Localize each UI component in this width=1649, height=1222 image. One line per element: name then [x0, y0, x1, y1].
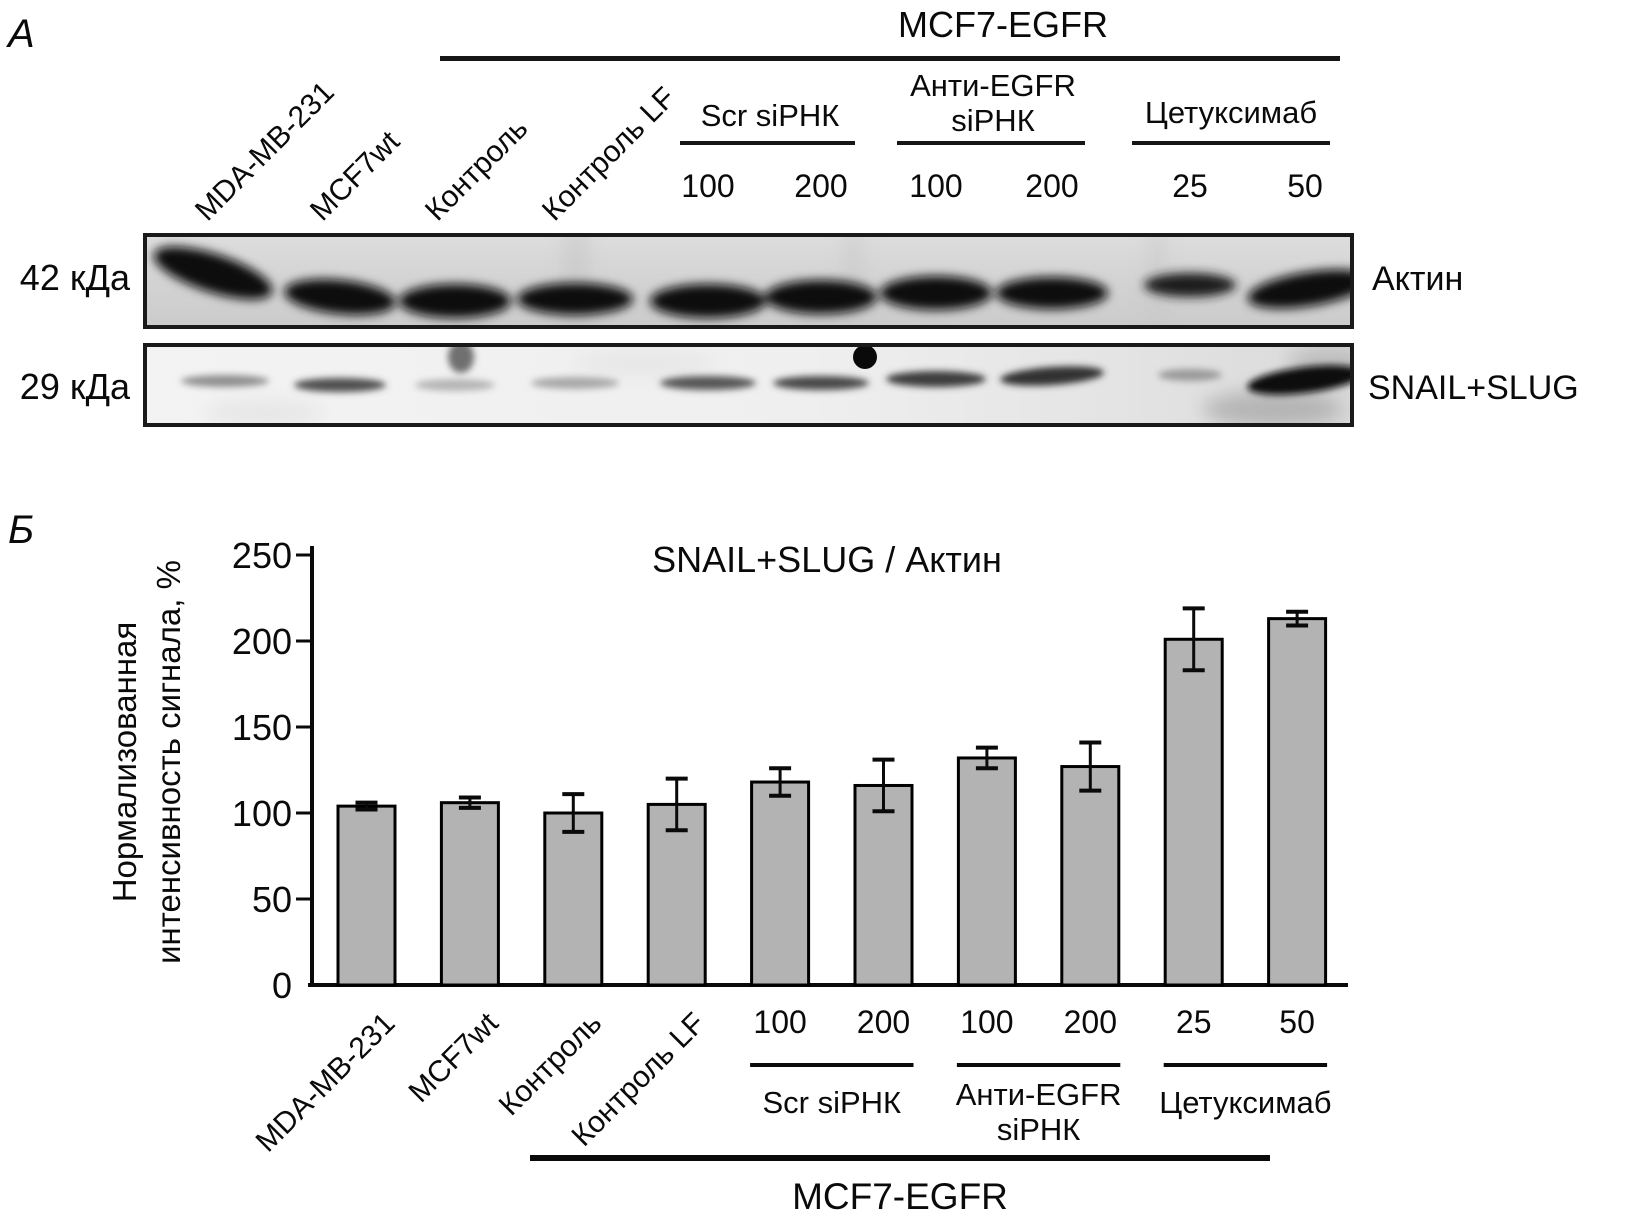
- mcf7-egfr-top-underline: [440, 56, 1340, 61]
- protein-label-actin: Актин: [1372, 260, 1464, 298]
- actin-band-lane-8: [996, 277, 1108, 309]
- dose-cetuximab-50: 50: [1287, 168, 1323, 204]
- blot-texture: [563, 233, 1166, 329]
- marker-29kda: 29 кДа: [19, 366, 130, 407]
- lane-label-control: Контроль: [418, 111, 535, 228]
- dose-scr-200: 200: [794, 168, 848, 204]
- actin-band-lane-5: [650, 284, 766, 318]
- y-tick-label: 200: [232, 621, 292, 662]
- group-label-anti-egfr-line1: Анти-EGFR: [910, 68, 1076, 103]
- group-underline-anti-egfr: [897, 141, 1085, 145]
- snail-band-lane-9: [1158, 369, 1222, 381]
- marker-42kda: 42 кДа: [19, 257, 130, 298]
- group-label-cetuximab: Цетуксимаб: [1144, 95, 1318, 130]
- snail-slug-blot-image: [143, 343, 1354, 427]
- y-tick-label: 250: [232, 535, 292, 576]
- actin-blot-image: [143, 233, 1354, 329]
- actin-band-lane-3: [399, 284, 511, 318]
- snail-band-lane-6: [773, 376, 869, 390]
- bar: [439, 801, 500, 987]
- snail-band-lane-5: [660, 376, 756, 390]
- x-tick-label: 200: [857, 1004, 910, 1040]
- y-tick-label: 50: [252, 879, 292, 920]
- group-label: Scr siРНК: [762, 1085, 901, 1120]
- snail-band-lane-10: [1247, 365, 1354, 395]
- y-tick-label: 100: [232, 793, 292, 834]
- actin-band-lane-4: [517, 283, 633, 315]
- snail-band-lane-4: [531, 377, 619, 389]
- blot-border: [143, 233, 1354, 329]
- snail-band-lane-3: [415, 379, 495, 391]
- x-tick-label: 50: [1279, 1004, 1315, 1040]
- blot-border: [143, 343, 1354, 427]
- actin-band-lane-10: [1247, 269, 1354, 309]
- dose-anti-100: 100: [909, 168, 963, 204]
- x-tick-label: 100: [753, 1004, 806, 1040]
- dot-artifact: [853, 345, 877, 369]
- bar: [956, 756, 1017, 987]
- group-underline-cetuximab: [1132, 141, 1330, 145]
- group-underline-scr: [680, 141, 855, 145]
- group-label-anti-egfr-line2: siРНК: [951, 103, 1035, 138]
- x-tick-label-rotated: MCF7wt: [403, 1006, 506, 1109]
- protein-label-snail-slug: SNAIL+SLUG: [1368, 369, 1579, 407]
- dose-scr-100: 100: [681, 168, 735, 204]
- panel-a-label: А: [8, 12, 35, 56]
- x-tick-label-rotated: MDA-MB-231: [250, 1007, 402, 1159]
- actin-band-lane-7: [880, 276, 992, 310]
- bar: [1060, 765, 1121, 987]
- x-tick-label: 100: [960, 1004, 1013, 1040]
- actin-band-lane-9: [1144, 273, 1236, 297]
- mcf7-egfr-top-header: MCF7-EGFR: [898, 4, 1108, 45]
- y-tick-label: 150: [232, 707, 292, 748]
- snail-band-lane-7: [886, 371, 986, 387]
- bar: [853, 783, 914, 987]
- group-label: siРНК: [997, 1112, 1081, 1147]
- dose-cetuximab-25: 25: [1172, 168, 1208, 204]
- y-axis-label-line2: интенсивность сигнала, %: [150, 560, 187, 964]
- y-axis-label-line1: Нормализованная: [106, 622, 143, 903]
- actin-band-lane-6: [765, 280, 877, 314]
- lane-label-control-lf: Контроль LF: [535, 81, 683, 228]
- dose-anti-200: 200: [1025, 168, 1079, 204]
- group-label: Цетуксимаб: [1159, 1085, 1331, 1120]
- bar-chart: SNAIL+SLUG / Актин Нормализованная интен…: [106, 535, 1348, 1217]
- bar: [1267, 617, 1328, 987]
- bar: [646, 802, 707, 987]
- actin-band-lane-2: [284, 279, 396, 315]
- bar: [543, 811, 604, 987]
- bar: [1163, 637, 1224, 987]
- group-label: Анти-EGFR: [956, 1077, 1122, 1112]
- actin-band-lane-1: [153, 246, 273, 300]
- snail-band-lane-8: [1000, 366, 1104, 386]
- x-tick-label: 25: [1176, 1004, 1212, 1040]
- snail-band-lane-1: [181, 375, 269, 387]
- group-label-scr-sirna: Scr siРНК: [700, 98, 840, 133]
- lane-label-mcf7wt: MCF7wt: [303, 124, 407, 228]
- smudge-artifact: [448, 343, 474, 373]
- panel-b-label: Б: [8, 508, 35, 552]
- bar: [336, 804, 397, 987]
- x-tick-label: 200: [1064, 1004, 1117, 1040]
- chart-title: SNAIL+SLUG / Актин: [652, 539, 1002, 580]
- snail-band-lane-2: [294, 378, 386, 392]
- bar: [750, 780, 811, 987]
- y-tick-label: 0: [272, 965, 292, 1006]
- mcf7-egfr-bottom-label: MCF7-EGFR: [792, 1176, 1008, 1217]
